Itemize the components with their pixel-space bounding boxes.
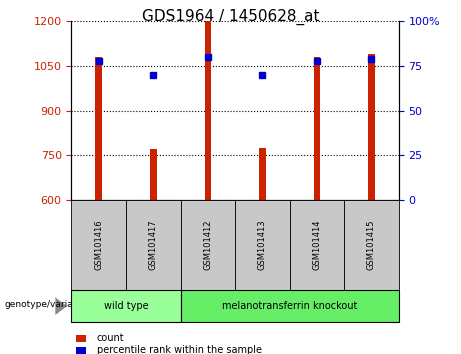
Text: GSM101412: GSM101412: [203, 220, 213, 270]
Bar: [205, 21, 211, 200]
Text: GSM101413: GSM101413: [258, 220, 267, 270]
Text: percentile rank within the sample: percentile rank within the sample: [97, 346, 262, 354]
Text: GSM101416: GSM101416: [94, 220, 103, 270]
Bar: [368, 54, 375, 200]
Polygon shape: [55, 297, 67, 315]
Bar: [150, 149, 157, 200]
Text: GDS1964 / 1450628_at: GDS1964 / 1450628_at: [142, 9, 319, 25]
Text: GSM101415: GSM101415: [367, 220, 376, 270]
Text: count: count: [97, 333, 124, 343]
Bar: [95, 57, 102, 200]
Bar: [259, 148, 266, 200]
Bar: [313, 57, 320, 200]
Text: GSM101414: GSM101414: [313, 220, 321, 270]
Text: wild type: wild type: [104, 301, 148, 311]
Text: genotype/variation: genotype/variation: [5, 300, 91, 309]
Text: melanotransferrin knockout: melanotransferrin knockout: [222, 301, 357, 311]
Text: GSM101417: GSM101417: [149, 220, 158, 270]
